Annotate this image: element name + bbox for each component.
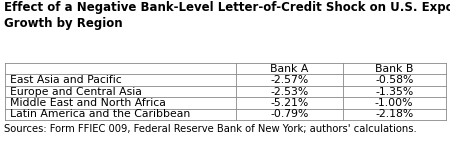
Text: -1.35%: -1.35% [375,87,413,97]
Text: -2.18%: -2.18% [375,109,413,119]
Text: -2.57%: -2.57% [270,75,309,85]
Text: Middle East and North Africa: Middle East and North Africa [10,98,166,108]
Text: East Asia and Pacific: East Asia and Pacific [10,75,122,85]
Text: -2.53%: -2.53% [270,87,309,97]
Text: Sources: Form FFIEC 009, Federal Reserve Bank of New York; authors' calculations: Sources: Form FFIEC 009, Federal Reserve… [4,124,417,134]
Text: -1.00%: -1.00% [375,98,414,108]
Text: -5.21%: -5.21% [270,98,309,108]
Text: Effect of a Negative Bank-Level Letter-of-Credit Shock on U.S. Export
Growth by : Effect of a Negative Bank-Level Letter-o… [4,1,450,30]
Text: -0.79%: -0.79% [270,109,309,119]
Text: -0.58%: -0.58% [375,75,414,85]
Text: Bank A: Bank A [270,64,309,74]
Text: Bank B: Bank B [375,64,414,74]
Text: Europe and Central Asia: Europe and Central Asia [10,87,142,97]
Text: Latin America and the Caribbean: Latin America and the Caribbean [10,109,190,119]
